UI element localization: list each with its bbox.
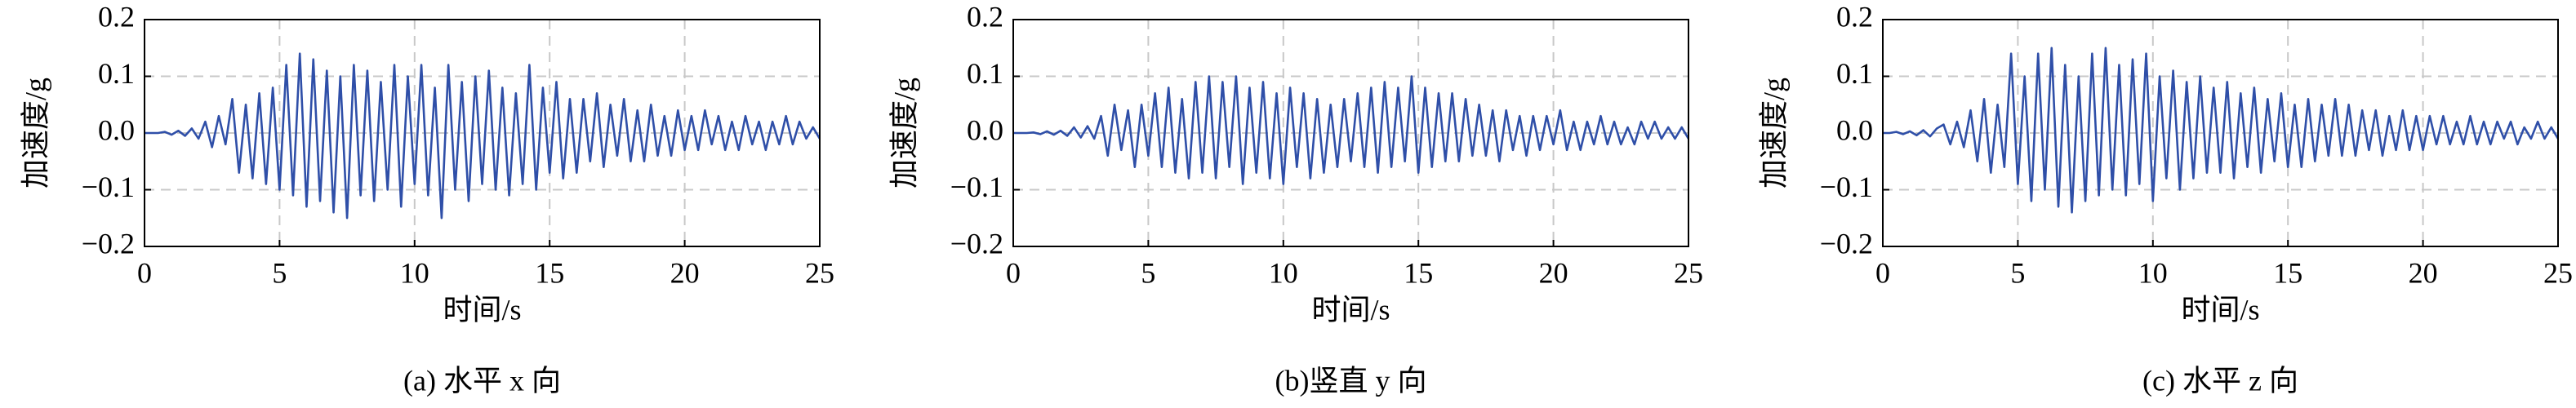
caption: (a) 水平 x 向 [403, 364, 561, 397]
x-tick-label: 25 [805, 256, 834, 289]
y-tick-label: −0.2 [1820, 227, 1873, 259]
x-tick-label: 20 [1539, 256, 1568, 289]
x-tick-label: 5 [2010, 256, 2025, 289]
x-tick-label: 0 [1006, 256, 1021, 289]
y-tick-label: 0.1 [1836, 57, 1873, 90]
accel-line [1883, 47, 2560, 214]
x-tick-label: 0 [1875, 256, 1890, 289]
y-tick-label: 0.0 [967, 113, 1003, 146]
x-axis-label: 时间/s [1311, 293, 1390, 326]
y-tick-label: 0.1 [98, 57, 135, 90]
plot-frame [1882, 19, 2559, 247]
plot-frame [1012, 19, 1689, 247]
y-tick-label: 0.2 [1836, 0, 1873, 33]
y-tick-label: −0.1 [1820, 171, 1873, 203]
x-tick-label: 20 [2409, 256, 2438, 289]
y-axis-label: 加速度/g [19, 78, 51, 188]
x-tick-label: 10 [2138, 256, 2168, 289]
x-axis-label: 时间/s [443, 293, 521, 326]
caption: (c) 水平 z 向 [2142, 364, 2298, 397]
x-tick-label: 10 [1269, 256, 1298, 289]
x-tick-label: 15 [2273, 256, 2302, 289]
y-axis-label: 加速度/g [1757, 78, 1790, 188]
caption: (b)竖直 y 向 [1275, 364, 1427, 397]
y-tick-label: −0.1 [82, 171, 135, 203]
y-tick-label: 0.1 [967, 57, 1003, 90]
plot-frame [144, 19, 821, 247]
accel-line [145, 52, 821, 220]
x-tick-label: 15 [535, 256, 564, 289]
x-tick-label: 5 [1141, 256, 1155, 289]
y-tick-label: −0.1 [950, 171, 1003, 203]
x-tick-label: 20 [670, 256, 700, 289]
y-tick-label: 0.0 [1836, 113, 1873, 146]
y-axis-label: 加速度/g [888, 78, 920, 188]
x-tick-label: 15 [1404, 256, 1433, 289]
accel-line [1013, 75, 1690, 185]
x-tick-label: 25 [2543, 256, 2573, 289]
y-tick-label: 0.0 [98, 113, 135, 146]
x-axis-label: 时间/s [2181, 293, 2259, 326]
y-tick-label: −0.2 [82, 227, 135, 259]
x-tick-label: 0 [137, 256, 152, 289]
y-tick-label: 0.2 [967, 0, 1003, 33]
y-tick-label: −0.2 [950, 227, 1003, 259]
x-tick-label: 5 [272, 256, 287, 289]
x-tick-label: 10 [400, 256, 429, 289]
x-tick-label: 25 [1674, 256, 1703, 289]
y-tick-label: 0.2 [98, 0, 135, 33]
